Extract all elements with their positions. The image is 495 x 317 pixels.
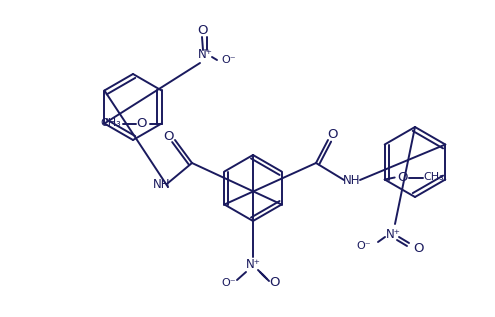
Text: NH: NH <box>153 178 171 191</box>
Text: N⁺: N⁺ <box>386 229 400 242</box>
Text: NH: NH <box>343 173 361 186</box>
Text: O: O <box>197 23 207 36</box>
Text: O: O <box>328 128 338 141</box>
Text: O: O <box>270 276 280 289</box>
Text: O⁻: O⁻ <box>222 55 236 65</box>
Text: N⁺: N⁺ <box>246 258 260 271</box>
Text: N⁺: N⁺ <box>198 49 212 61</box>
Text: O⁻: O⁻ <box>357 241 371 251</box>
Text: O: O <box>136 117 147 130</box>
Text: CH₃: CH₃ <box>423 172 444 183</box>
Text: O: O <box>163 130 173 143</box>
Text: O⁻: O⁻ <box>222 278 236 288</box>
Text: O: O <box>414 243 424 256</box>
Text: CH₃: CH₃ <box>100 119 121 128</box>
Text: O: O <box>397 171 408 184</box>
